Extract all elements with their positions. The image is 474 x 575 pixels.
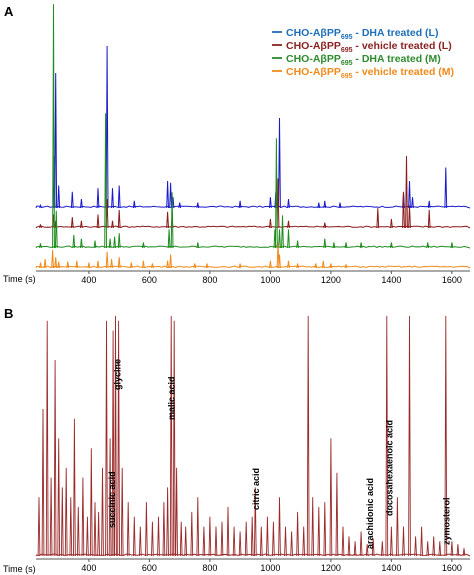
panel-a-x-tick-label: 1200 [321,275,341,285]
legend-entry-3: CHO-AβPP695 - DHA treated (M) [286,53,441,67]
panel-a-series-1-peaks [39,45,448,209]
legend-entry-2: CHO-AβPP695 - vehicle treated (L) [286,40,452,54]
panel-a-x-axis: 400 600 800 1000 1200 1400 1600 Time (s) [3,270,470,285]
panel-b-x-tick-label: 1400 [381,563,401,573]
panel-a-series-1-baseline [35,205,471,209]
panel-a-label: A [4,4,14,19]
panel-b: B 400 600 800 1000 1200 1400 1600 Time (s) gly… [3,306,471,574]
legend-entry-1: CHO-AβPP695 - DHA treated (L) [286,27,438,41]
panel-b-x-tick-label: 600 [142,563,157,573]
panel-a-x-tick-label: 600 [142,275,157,285]
panel-b-x-tick-label: 400 [81,563,96,573]
panel-a-series-group [35,4,471,269]
panel-b-annotation-3: succinic acid [107,471,117,528]
panel-b-label: B [4,306,13,321]
panel-b-annotations: glycine malic acid succinic acid citric aci… [107,359,451,549]
panel-b-annotation-7: zymosterol [441,497,451,545]
panel-a-x-tick-label: 400 [81,275,96,285]
panel-a-series-4-peaks [39,242,348,269]
panel-b-x-tick-label: 1600 [442,563,462,573]
panel-a-series-3-peaks [39,4,454,249]
legend-entry-4: CHO-AβPP695 - vehicle treated (M) [286,66,454,80]
panel-a-series-3-baseline [35,245,471,249]
panel-b-series-peaks [37,315,466,557]
panel-a-legend: CHO-AβPP695 - DHA treated (L)CHO-AβPP695… [272,27,454,80]
panel-a-x-tick-label: 1000 [260,275,280,285]
panel-a-x-axis-label: Time (s) [3,274,36,284]
panel-b-annotation-2: malic acid [167,376,177,420]
panel-b-x-axis-label: Time (s) [3,564,36,574]
panel-b-x-tick-label: 1000 [260,563,280,573]
panel-a-x-tick-label: 1600 [442,275,462,285]
panel-a-series-4-baseline [35,265,471,269]
panel-b-x-tick-label: 800 [202,563,217,573]
panel-b-x-ticks: 400 600 800 1000 1200 1400 1600 [81,559,462,573]
panel-b-x-tick-label: 1200 [321,563,341,573]
panel-b-annotation-1: glycine [113,359,123,390]
panel-b-annotation-5: arachidonic acid [365,478,375,549]
panel-a-x-tick-label: 800 [202,275,217,285]
panel-b-x-axis: 400 600 800 1000 1200 1400 1600 Time (s) [3,558,470,574]
panel-a-series-2-baseline [35,225,471,229]
panel-b-series-group [35,315,471,557]
panel-a: A 400 600 800 1000 1200 1400 1600 Time (s) CHO… [3,4,471,285]
panel-b-annotation-4: citric acid [251,468,261,510]
panel-b-annotation-6: docosahexaenoic acid [385,420,395,516]
panel-a-x-tick-label: 1400 [381,275,401,285]
panel-a-x-ticks: 400 600 800 1000 1200 1400 1600 [81,271,462,285]
